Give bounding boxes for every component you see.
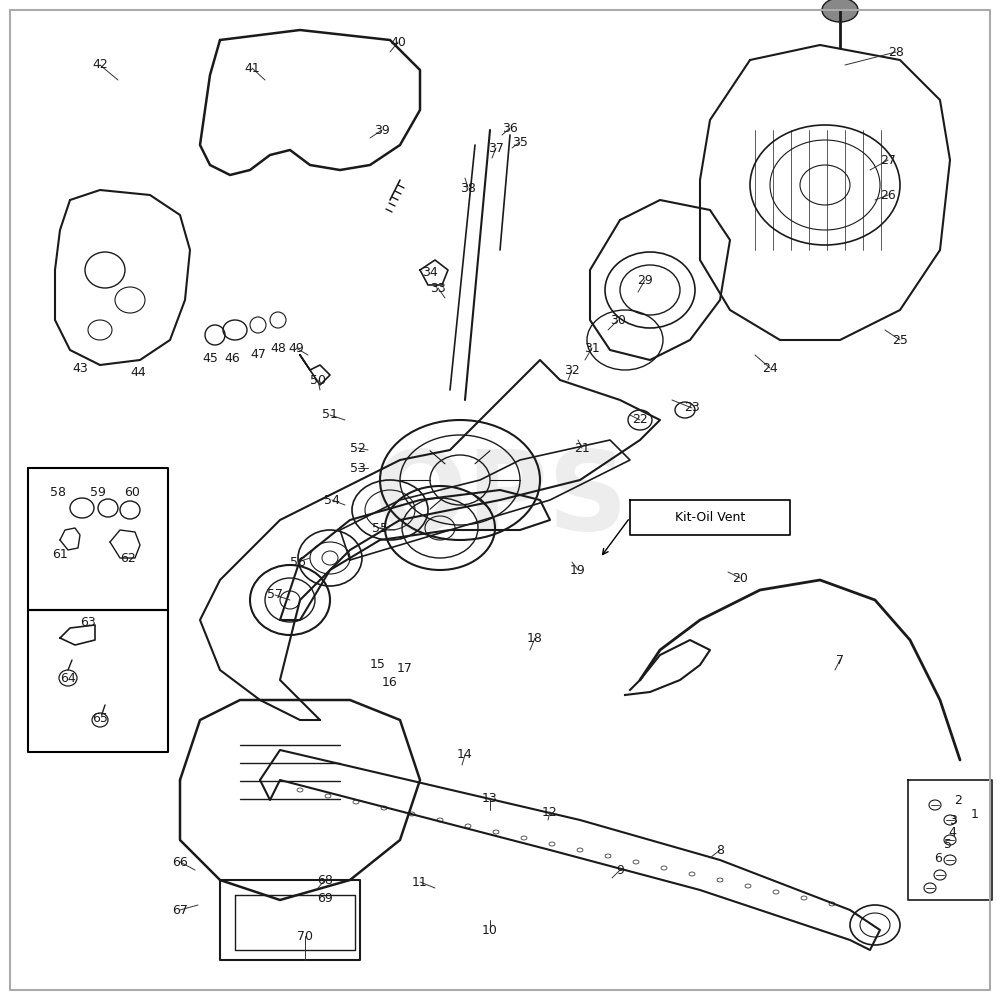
Text: 32: 32: [564, 363, 580, 376]
Text: 51: 51: [322, 408, 338, 422]
Text: 50: 50: [310, 373, 326, 386]
Text: 28: 28: [888, 45, 904, 58]
Ellipse shape: [822, 0, 858, 22]
Text: 25: 25: [892, 334, 908, 347]
Text: Kit-Oil Vent: Kit-Oil Vent: [675, 511, 745, 524]
Text: 58: 58: [50, 486, 66, 498]
Text: 24: 24: [762, 361, 778, 374]
Text: 3: 3: [949, 813, 957, 826]
Text: 33: 33: [430, 282, 446, 294]
Text: 41: 41: [244, 62, 260, 75]
Text: 44: 44: [130, 365, 146, 378]
Text: 67: 67: [172, 904, 188, 916]
Text: 55: 55: [372, 522, 388, 534]
Text: 12: 12: [542, 806, 558, 818]
Text: 64: 64: [60, 672, 76, 685]
Text: 34: 34: [422, 265, 438, 278]
Text: 66: 66: [172, 856, 188, 868]
Text: 17: 17: [397, 662, 413, 675]
Text: 61: 61: [52, 548, 68, 562]
Text: 54: 54: [324, 493, 340, 506]
Text: 49: 49: [288, 342, 304, 355]
Text: 43: 43: [72, 361, 88, 374]
Text: 19: 19: [570, 563, 586, 576]
Text: 40: 40: [390, 35, 406, 48]
Text: 14: 14: [457, 748, 473, 762]
Text: 2: 2: [954, 794, 962, 806]
Text: OPS: OPS: [372, 446, 628, 554]
Text: 35: 35: [512, 135, 528, 148]
Text: 20: 20: [732, 571, 748, 584]
Text: 65: 65: [92, 712, 108, 724]
Text: 27: 27: [880, 153, 896, 166]
Text: 46: 46: [224, 352, 240, 364]
Text: 9: 9: [616, 863, 624, 876]
Text: 63: 63: [80, 615, 96, 629]
Text: 69: 69: [317, 892, 333, 904]
Text: 39: 39: [374, 123, 390, 136]
Text: 26: 26: [880, 189, 896, 202]
Text: 13: 13: [482, 792, 498, 804]
Text: 30: 30: [610, 314, 626, 327]
Text: 29: 29: [637, 273, 653, 286]
Text: 37: 37: [488, 141, 504, 154]
Text: 48: 48: [270, 342, 286, 355]
Text: 21: 21: [574, 442, 590, 454]
Text: 15: 15: [370, 659, 386, 672]
Text: 57: 57: [267, 588, 283, 601]
Text: 22: 22: [632, 413, 648, 426]
Text: 60: 60: [124, 486, 140, 498]
Text: 38: 38: [460, 182, 476, 194]
Text: 70: 70: [297, 930, 313, 942]
Text: 10: 10: [482, 924, 498, 936]
Text: 53: 53: [350, 462, 366, 475]
Text: 5: 5: [944, 838, 952, 851]
Text: 18: 18: [527, 632, 543, 645]
Text: 52: 52: [350, 442, 366, 454]
Text: 47: 47: [250, 349, 266, 361]
Text: 4: 4: [948, 826, 956, 839]
Text: 45: 45: [202, 352, 218, 364]
Text: 31: 31: [584, 342, 600, 355]
Text: 62: 62: [120, 552, 136, 564]
Text: 23: 23: [684, 401, 700, 414]
Text: 16: 16: [382, 676, 398, 689]
Text: 36: 36: [502, 121, 518, 134]
Text: 11: 11: [412, 876, 428, 888]
Text: 42: 42: [92, 58, 108, 72]
Text: 7: 7: [836, 654, 844, 667]
Text: 8: 8: [716, 843, 724, 856]
Text: 56: 56: [290, 556, 306, 568]
Text: 6: 6: [934, 851, 942, 864]
Text: 1: 1: [971, 808, 979, 821]
Text: 68: 68: [317, 874, 333, 886]
Text: 59: 59: [90, 486, 106, 498]
